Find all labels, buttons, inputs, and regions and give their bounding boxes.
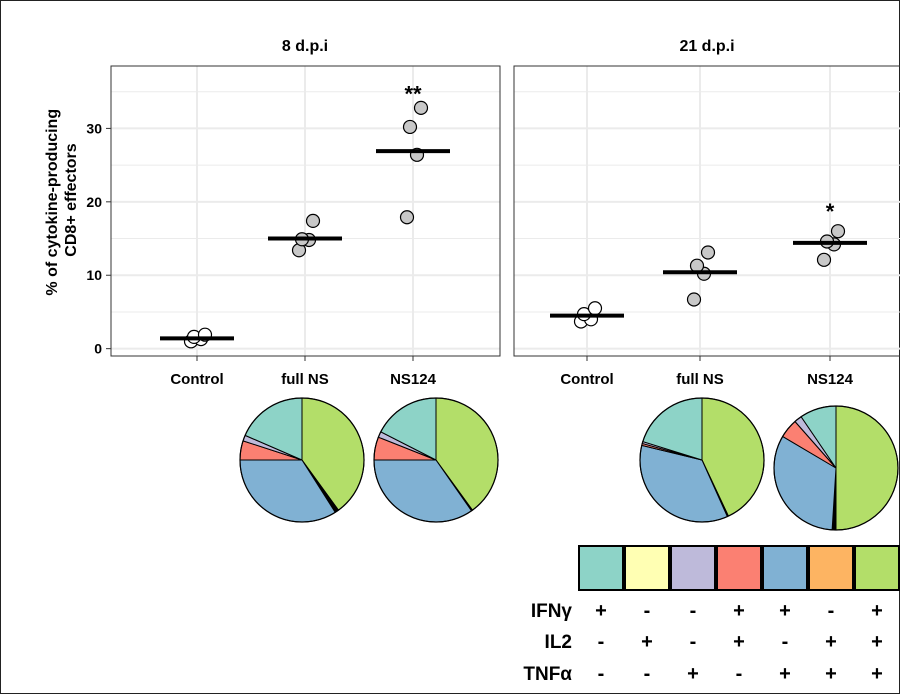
data-point xyxy=(402,119,418,135)
pie-outline xyxy=(773,405,899,531)
legend-cell: + xyxy=(871,600,883,622)
legend-cell: + xyxy=(641,631,653,653)
data-point xyxy=(830,224,846,239)
data-point xyxy=(700,245,716,260)
panel-title-8dpi: 8 d.p.i xyxy=(282,38,328,55)
legend-cell: - xyxy=(598,631,605,653)
x-tick-label: Control xyxy=(560,371,613,388)
data-point xyxy=(399,210,415,225)
y-tick-label: 0 xyxy=(94,341,102,357)
legend-cell: + xyxy=(779,663,791,685)
y-tick-label: 10 xyxy=(86,267,102,283)
legend-cell: - xyxy=(644,663,651,685)
legend-swatch xyxy=(624,545,670,591)
legend-row-label: IL2 xyxy=(545,632,572,653)
x-tick-label: full NS xyxy=(676,371,724,388)
legend-cell: + xyxy=(871,631,883,653)
panel-21dpi-border xyxy=(513,65,900,357)
legend-cell: + xyxy=(779,600,791,622)
x-tick-label: NS124 xyxy=(390,371,437,388)
legend-cell: - xyxy=(782,631,789,653)
pie-outline xyxy=(239,397,365,523)
legend-row-label: TNFα xyxy=(523,664,572,685)
legend-cell: - xyxy=(598,663,605,685)
data-point xyxy=(587,301,603,316)
legend-cell: + xyxy=(733,600,745,622)
panel-21dpi-marks: * xyxy=(550,199,867,329)
y-tick-label: 30 xyxy=(86,120,102,136)
y-tick-label: 20 xyxy=(86,194,102,210)
legend-cell: + xyxy=(687,663,699,685)
panel-8dpi-axes: Control full NS NS124 0 10 20 30 xyxy=(86,120,436,388)
x-tick-label: Control xyxy=(170,371,223,388)
data-point xyxy=(689,258,705,273)
legend-swatch xyxy=(808,545,854,591)
pie-charts xyxy=(239,397,899,531)
legend-swatch xyxy=(762,545,808,591)
legend-cell: + xyxy=(733,631,745,653)
pie-outline xyxy=(639,397,765,523)
legend-cell: + xyxy=(825,663,837,685)
y-axis-label: % of cytokine-producing CD8+ effectors xyxy=(44,104,80,295)
pie-8dpi-fullNS xyxy=(239,397,365,523)
cytokine-legend-table: IFNγ + - - + + - + IL2 - + - + - + + TNFα - - + - + + + xyxy=(523,545,900,685)
legend-cell: - xyxy=(644,600,651,622)
legend-swatch xyxy=(670,545,716,591)
legend-row-label: IFNγ xyxy=(531,601,573,622)
legend-swatch xyxy=(578,545,624,591)
x-tick-label: NS124 xyxy=(807,371,854,388)
legend-swatch xyxy=(716,545,762,591)
data-point xyxy=(305,213,321,229)
pie-21dpi-NS124 xyxy=(773,405,899,531)
legend-cell: - xyxy=(828,600,835,622)
data-point xyxy=(413,100,429,115)
pie-8dpi-NS124 xyxy=(373,397,499,523)
legend-cell: - xyxy=(690,600,697,622)
panel-21dpi: 21 d.p.i * Control full NS NS124 xyxy=(513,38,900,388)
legend-cell: - xyxy=(690,631,697,653)
panel-title-21dpi: 21 d.p.i xyxy=(679,38,734,55)
pie-21dpi-fullNS xyxy=(639,397,765,523)
x-tick-label: full NS xyxy=(281,371,329,388)
legend-cell: + xyxy=(825,631,837,653)
panel-21dpi-axes: Control full NS NS124 xyxy=(560,356,854,388)
y-axis-label-line2: CD8+ effectors xyxy=(63,143,80,256)
data-point xyxy=(686,292,702,307)
significance-label: ** xyxy=(404,81,422,106)
data-point xyxy=(816,252,832,267)
y-axis-label-line1: % of cytokine-producing xyxy=(44,109,61,296)
legend-swatch xyxy=(854,545,900,591)
significance-label: * xyxy=(826,199,835,224)
legend-cell: - xyxy=(736,663,743,685)
panel-8dpi: 8 d.p.i ** Control full NS NS124 0 10 20 30 xyxy=(86,38,501,388)
pie-outline xyxy=(373,397,499,523)
panel-8dpi-marks: ** xyxy=(160,81,450,349)
legend-cell: + xyxy=(595,600,607,622)
legend-cell: + xyxy=(871,663,883,685)
